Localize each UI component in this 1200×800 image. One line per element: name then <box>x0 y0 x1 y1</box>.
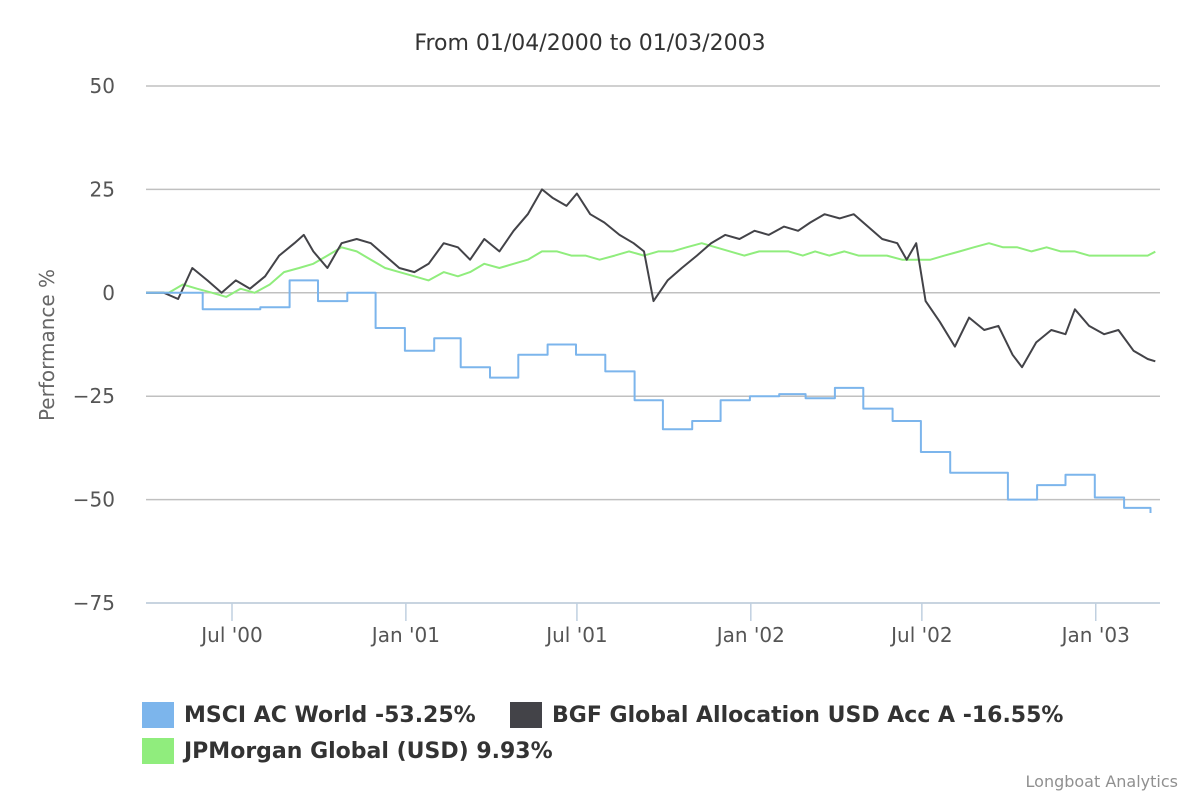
y-tick-label: −25 <box>73 384 115 408</box>
legend-item-jpmorgan[interactable]: JPMorgan Global (USD) 9.93% <box>142 738 553 764</box>
legend-swatch-jpmorgan <box>142 738 174 764</box>
series-line-jpmorgan-global-usd[interactable] <box>146 242 1156 298</box>
x-tick-label: Jul '01 <box>544 623 607 647</box>
y-tick-label: 50 <box>90 74 115 98</box>
chart-title: From 01/04/2000 to 01/03/2003 <box>414 31 765 56</box>
x-tick-label: Jan '01 <box>370 623 440 647</box>
series-line-msci-ac-world[interactable] <box>146 279 1152 513</box>
legend-label-jpmorgan: JPMorgan Global (USD) 9.93% <box>184 738 553 764</box>
legend-label-msci: MSCI AC World -53.25% <box>184 702 476 728</box>
legend-item-bgf[interactable]: BGF Global Allocation USD Acc A -16.55% <box>510 702 1063 728</box>
y-tick-label: −50 <box>73 488 115 512</box>
y-axis: 50 25 0 −25 −50 −75 <box>73 74 115 615</box>
legend-swatch-bgf <box>510 702 542 728</box>
legend-swatch-msci <box>142 702 174 728</box>
legend-item-msci[interactable]: MSCI AC World -53.25% <box>142 702 476 728</box>
y-tick-label: 0 <box>102 281 115 305</box>
credits-link[interactable]: Longboat Analytics <box>1025 772 1178 791</box>
y-tick-label: −75 <box>73 591 115 615</box>
x-tick-label: Jul '00 <box>199 623 262 647</box>
legend-label-bgf: BGF Global Allocation USD Acc A -16.55% <box>552 702 1064 728</box>
x-tick-label: Jan '03 <box>1060 623 1130 647</box>
x-tick-label: Jul '02 <box>889 623 952 647</box>
series-group <box>146 188 1156 513</box>
series-line-bgf-global-allocation-usd-acc-a[interactable] <box>146 188 1156 369</box>
y-axis-title: Performance % <box>35 269 59 421</box>
x-axis: Jul '00 Jan '01 Jul '01 Jan '02 Jul '02 Jan '… <box>146 602 1160 647</box>
x-tick-label: Jan '02 <box>715 623 785 647</box>
y-tick-label: 25 <box>90 177 115 201</box>
